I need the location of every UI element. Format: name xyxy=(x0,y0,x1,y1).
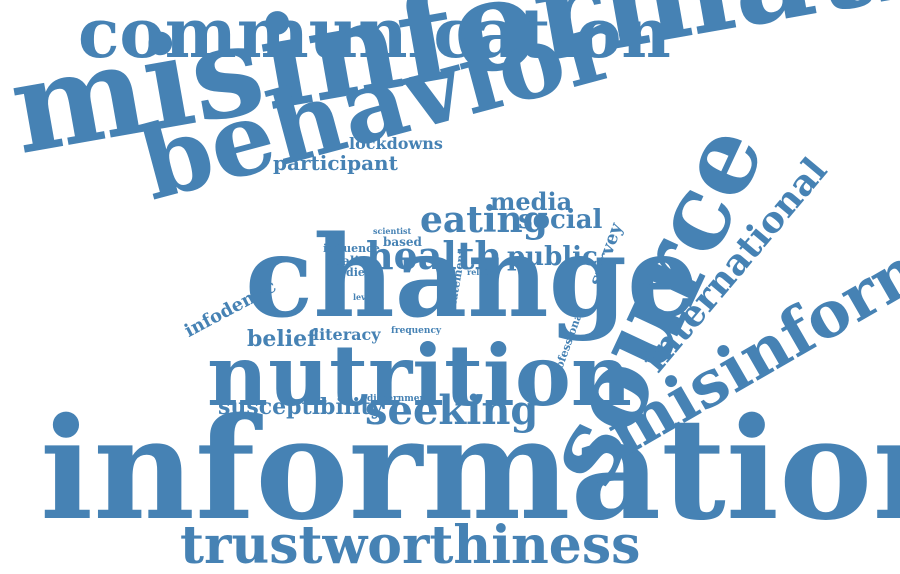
word-social: social xyxy=(518,205,603,235)
word-related: related xyxy=(467,267,499,277)
word-public: public xyxy=(507,242,598,272)
word-participant: participant xyxy=(273,151,398,175)
word-nutrition: nutrition xyxy=(207,326,632,425)
word-influence: influence xyxy=(323,242,380,255)
word-communication: communication xyxy=(78,0,671,74)
word-belief: belief xyxy=(247,326,317,352)
word-literacy: literacy xyxy=(313,325,381,344)
word-frequency: frequency xyxy=(391,326,442,336)
word-quality: quality xyxy=(325,254,372,268)
word-susceptibility: susceptibility xyxy=(218,394,384,420)
word-trustworthiness: trustworthiness xyxy=(180,515,641,574)
word-based: based xyxy=(383,235,422,249)
word-health: health xyxy=(366,233,503,278)
word-media: media xyxy=(490,187,573,216)
word-discernment: discernment xyxy=(367,394,431,404)
word-eating: eating xyxy=(420,199,548,241)
word-level: level xyxy=(353,292,374,302)
word-scientist: scientist xyxy=(373,226,412,236)
word-change: change xyxy=(245,212,699,343)
word-diet: diet xyxy=(346,266,370,279)
word-information: information xyxy=(40,388,900,552)
word-lockdowns: lockdowns xyxy=(349,134,443,153)
word-seeking: seeking xyxy=(365,387,539,434)
